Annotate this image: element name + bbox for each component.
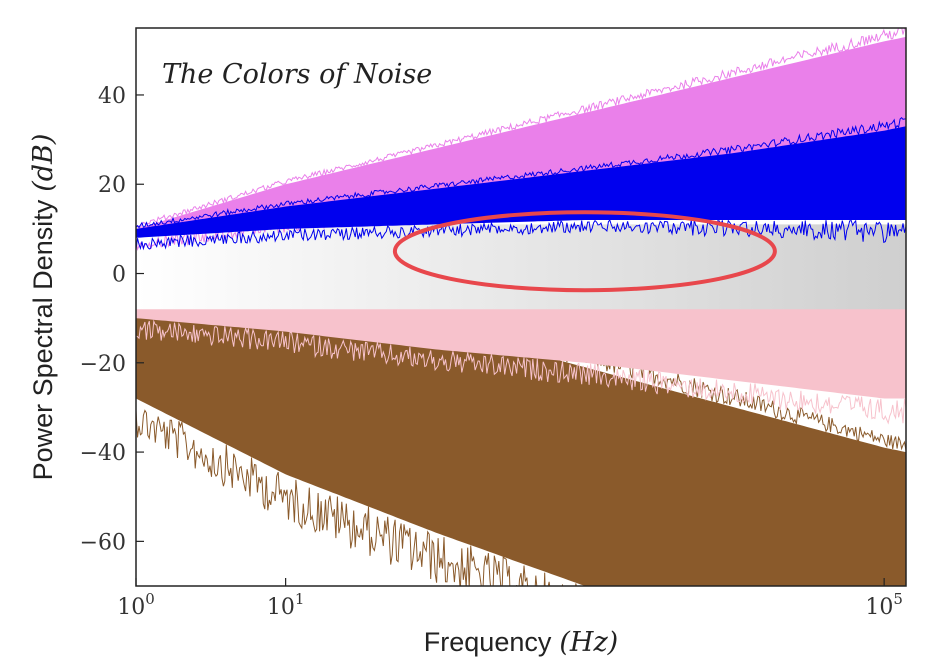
series-3-upper-edge [136, 28, 906, 229]
y-tick-label-2: 0 [112, 263, 126, 288]
x-tick-label-1: 101 [267, 590, 305, 620]
series-4-band [136, 126, 906, 238]
y-tick-label-0: 40 [98, 84, 126, 109]
x-axis-title: Frequency (Hz) [424, 627, 618, 658]
x-axis-label: Frequency [424, 627, 552, 657]
series-3-band [136, 36, 906, 238]
y-tick-label-3: −20 [80, 352, 126, 377]
x-tick-exponent-0: 0 [145, 590, 155, 608]
series-4 [136, 116, 906, 251]
x-tick-base-2: 10 [865, 595, 893, 620]
y-tick-label-4: −40 [80, 441, 126, 466]
x-tick-exponent-2: 5 [893, 590, 903, 608]
x-tick-label-0: 100 [117, 590, 155, 620]
series-4-upper-edge [136, 116, 906, 229]
series-4-lower-edge [136, 218, 906, 251]
chart-title: The Colors of Noise [162, 59, 432, 90]
annotation-ellipse [392, 210, 777, 293]
x-tick-label-2: 105 [865, 590, 903, 620]
x-tick-exponent-1: 1 [295, 590, 305, 608]
y-tick-label-5: −60 [80, 530, 126, 555]
x-tick-base-1: 10 [267, 595, 295, 620]
y-axis-unit: (dB) [28, 134, 59, 192]
series-0-lower-edge [136, 409, 716, 586]
series-1-lower-edge [136, 319, 906, 425]
y-tick-label-1: 20 [98, 173, 126, 198]
y-axis-title: Power Spectral Density (dB) [28, 134, 59, 481]
series-2 [136, 224, 906, 310]
plot-frame [135, 27, 907, 587]
x-axis-unit: (Hz) [559, 627, 618, 658]
x-tick-base-0: 10 [117, 595, 145, 620]
y-axis-label: Power Spectral Density [28, 199, 58, 480]
series-2-band [136, 224, 906, 310]
series-layer [136, 28, 906, 586]
